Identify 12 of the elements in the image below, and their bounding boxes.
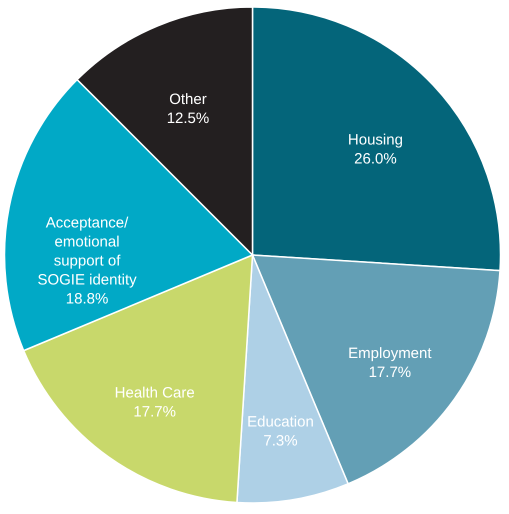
data-label: 18.8% <box>66 290 108 308</box>
data-label: 12.5% <box>166 110 210 128</box>
data-label: 26.0% <box>354 150 397 168</box>
slice-label: Housing <box>348 132 403 149</box>
slice-label: Employment <box>348 344 432 362</box>
data-label: 17.7% <box>133 403 176 420</box>
data-label: 7.3% <box>263 432 298 450</box>
slice-label: Education <box>247 413 314 430</box>
slice-label: Other <box>169 91 207 108</box>
data-label: 17.7% <box>368 364 412 381</box>
slice-label: Acceptance/ emotional support of SOGIE identity <box>37 214 138 288</box>
slice-label: Health Care <box>114 384 195 402</box>
